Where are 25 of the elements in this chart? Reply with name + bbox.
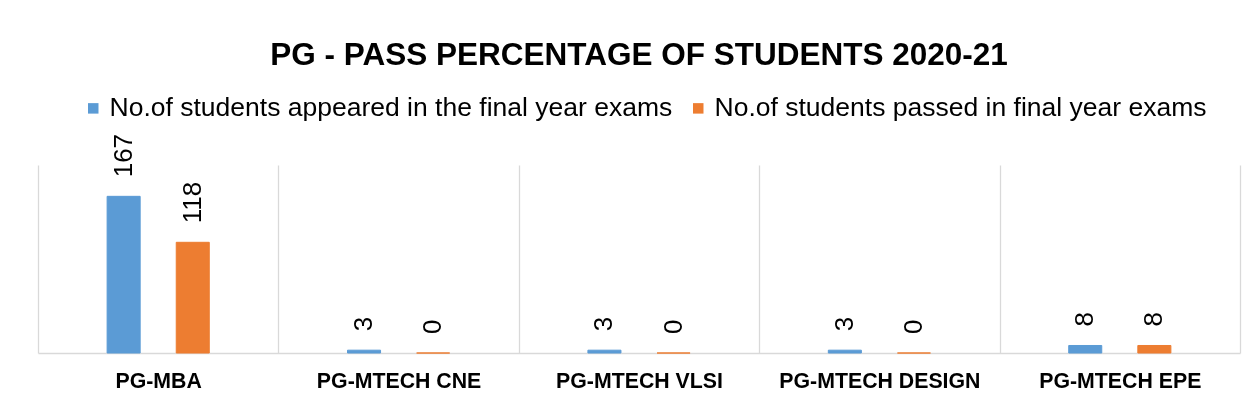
data-label: 8: [1138, 312, 1169, 327]
data-label: 3: [348, 316, 379, 332]
data-label: 167: [107, 133, 138, 178]
data-label: 118: [176, 181, 207, 224]
bar: [347, 349, 382, 354]
bar: [827, 349, 862, 354]
x-tick-label: PG-MTECH VLSI: [556, 368, 723, 393]
data-label: 8: [1069, 312, 1100, 327]
bar: [1068, 345, 1103, 354]
chart-title: PG - PASS PERCENTAGE OF STUDENTS 2020-21: [270, 35, 1008, 72]
bar: [106, 195, 141, 354]
x-tick-label: PG-MTECH CNE: [316, 368, 482, 393]
bar: [587, 349, 622, 354]
bar: [1137, 345, 1172, 354]
data-label: 0: [897, 319, 928, 334]
legend-label: No.of students appeared in the final year exams: [109, 92, 673, 123]
data-label: 0: [417, 319, 448, 334]
x-tick-label: PG-MTECH EPE: [1039, 368, 1202, 393]
data-label: 3: [588, 316, 619, 332]
data-label: 3: [828, 316, 859, 332]
legend-label: No.of students passed in final year exams: [714, 92, 1207, 123]
data-label: 0: [657, 319, 688, 334]
x-tick-label: PG-MBA: [115, 368, 202, 393]
x-tick-label: PG-MTECH DESIGN: [779, 368, 981, 393]
bar: [175, 241, 210, 354]
